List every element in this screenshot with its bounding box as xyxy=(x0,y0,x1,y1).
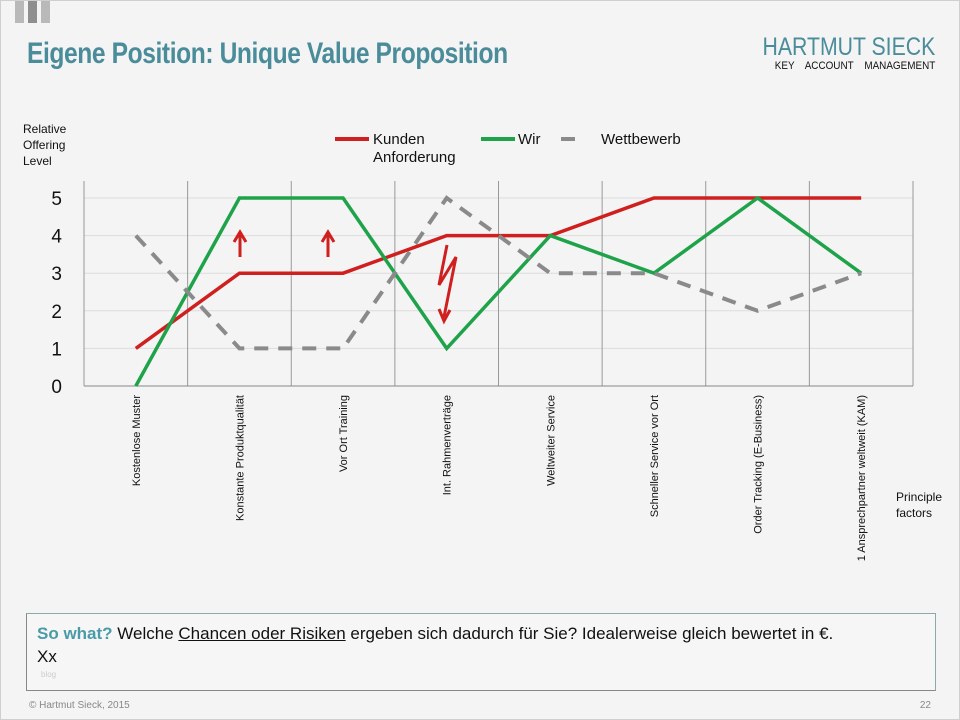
so-what-line2: Xx xyxy=(37,647,57,666)
page-title: Eigene Position: Unique Value Propositio… xyxy=(27,37,508,70)
y-tick-label: 0 xyxy=(51,377,62,398)
x-tick-label: Konstante Produktqualität xyxy=(234,395,246,521)
x-tick-label: Kostenlose Muster xyxy=(131,395,143,486)
x-tick-label: Schneller Service vor Ort xyxy=(649,395,661,517)
y-tick-label: 1 xyxy=(51,339,62,360)
annotation-arrows xyxy=(232,229,458,325)
y-tick-label: 3 xyxy=(51,264,62,285)
legend-wir: Wir xyxy=(518,131,541,148)
so-what-label: So what? xyxy=(37,624,113,643)
so-what-text-end: ergeben sich dadurch für Sie? Idealerwei… xyxy=(345,624,834,643)
y-axis-label: Relative Offering Level xyxy=(23,122,67,168)
x-axis-label: Principle factors xyxy=(896,490,943,520)
so-what-highlight: Chancen oder Risiken xyxy=(178,624,346,643)
x-tick-label: 1 Ansprechpartner weltweit (KAM) xyxy=(856,395,868,561)
copyright: © Hartmut Sieck, 2015 xyxy=(29,700,130,711)
legend-wettbewerb: Wettbewerb xyxy=(601,131,681,148)
x-tick-label: Order Tracking (E-Business) xyxy=(753,395,765,534)
legend-kunden: Kunden Anforderung xyxy=(373,131,456,166)
y-tick-label: 2 xyxy=(51,302,62,323)
tab-marker xyxy=(15,1,24,23)
logo: HARTMUT SIECK KEY ACCOUNT MANAGEMENT xyxy=(732,33,935,73)
y-tick-label: 5 xyxy=(51,189,62,210)
logo-subtitle: KEY ACCOUNT MANAGEMENT xyxy=(774,60,935,72)
series-line-kunden-anforderung xyxy=(134,196,862,350)
x-tick-label: Int. Rahmenverträge xyxy=(442,395,454,495)
lightning-arrow-icon xyxy=(437,244,458,325)
so-what-text: Welche xyxy=(112,624,179,643)
faint-text: blog xyxy=(41,670,57,679)
up-arrow-icon xyxy=(232,229,248,257)
logo-name: HARTMUT SIECK xyxy=(762,33,935,61)
x-tick-label: Weltweiter Service xyxy=(545,395,557,486)
series-line-wettbewerb xyxy=(134,195,862,351)
y-tick-label: 4 xyxy=(51,227,62,248)
tab-marker xyxy=(41,1,50,23)
series-line-wir xyxy=(134,195,863,387)
so-what-box: So what? Welche Chancen oder Risiken erg… xyxy=(26,613,936,691)
x-tick-label: Vor Ort Training xyxy=(338,395,350,472)
page-number: 22 xyxy=(919,700,931,711)
tab-marker xyxy=(28,1,37,23)
up-arrow-icon xyxy=(320,229,336,257)
